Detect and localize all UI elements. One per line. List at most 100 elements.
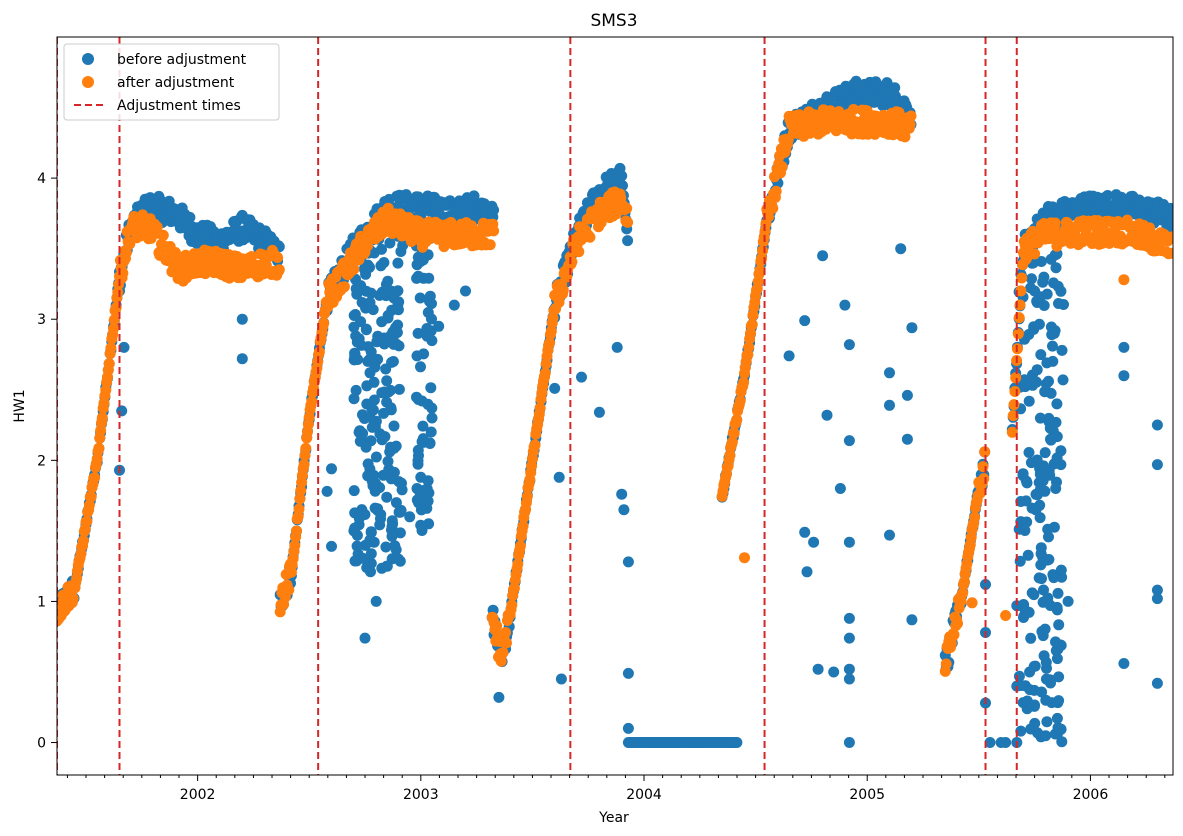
data-point <box>365 566 376 578</box>
data-point <box>1022 549 1034 561</box>
outlier-point <box>116 405 128 417</box>
data-point <box>978 473 990 485</box>
data-point <box>120 247 132 259</box>
data-point <box>1043 416 1055 428</box>
x-tick-label: 2002 <box>180 787 216 803</box>
data-point <box>491 620 503 632</box>
outlier-point <box>843 435 855 447</box>
data-point <box>1051 712 1063 724</box>
data-point <box>83 499 95 511</box>
outlier-point <box>1118 341 1130 353</box>
outlier-point <box>1011 600 1023 612</box>
data-point <box>89 472 101 484</box>
data-point <box>1045 433 1056 445</box>
outlier-point <box>118 341 130 353</box>
outlier-point <box>1151 419 1163 431</box>
outlier-point <box>843 663 855 675</box>
outlier-point <box>326 540 337 552</box>
data-point <box>905 110 917 122</box>
data-point <box>545 325 557 337</box>
data-point <box>348 310 360 321</box>
data-point <box>1051 452 1063 464</box>
data-point <box>1031 364 1043 376</box>
plot-area <box>57 37 1173 775</box>
data-point <box>506 599 518 611</box>
outlier-point <box>1051 398 1063 410</box>
data-point <box>1038 460 1049 472</box>
data-point <box>375 513 386 525</box>
outlier-point <box>1118 370 1130 382</box>
outlier-point <box>236 313 248 325</box>
outlier-point <box>1029 285 1041 297</box>
outlier-point <box>834 483 846 494</box>
data-point <box>108 323 119 335</box>
data-point <box>364 411 376 423</box>
data-point <box>386 530 398 542</box>
data-point <box>1053 619 1065 631</box>
data-point <box>1040 730 1052 742</box>
data-point <box>1013 670 1025 682</box>
x-axis-label: Year <box>598 810 629 826</box>
data-point <box>376 243 387 255</box>
data-point <box>1024 684 1036 696</box>
data-point <box>1165 247 1173 259</box>
outlier-point <box>576 371 587 383</box>
data-point <box>1023 395 1035 407</box>
data-point <box>820 123 832 135</box>
data-point <box>617 180 628 192</box>
outlier-point <box>843 536 855 548</box>
data-point <box>272 252 284 263</box>
data-point <box>85 491 97 503</box>
data-point <box>365 435 377 447</box>
outlier-point <box>1062 595 1074 607</box>
data-point <box>724 449 736 461</box>
data-point <box>584 231 596 243</box>
data-point <box>1029 248 1041 260</box>
data-point <box>1042 592 1054 604</box>
data-point <box>273 264 285 276</box>
data-point <box>350 384 362 396</box>
outlier-point <box>348 525 360 537</box>
data-point <box>501 637 512 649</box>
data-point <box>776 161 788 173</box>
data-point <box>378 407 390 419</box>
outlier-point <box>901 389 913 401</box>
legend-label: Adjustment times <box>117 98 241 114</box>
data-point <box>426 402 438 414</box>
data-point <box>1041 288 1053 300</box>
legend-label: before adjustment <box>117 52 247 68</box>
outlier-point <box>1151 584 1163 596</box>
data-point <box>376 434 388 446</box>
data-point <box>958 576 970 588</box>
data-point <box>157 229 169 241</box>
data-point <box>1056 736 1068 748</box>
outlier-point <box>980 579 991 590</box>
outlier-point <box>1151 459 1163 471</box>
data-point <box>260 259 272 271</box>
outlier-point <box>817 250 829 262</box>
data-point <box>380 541 392 553</box>
data-point <box>397 239 409 251</box>
outlier-point <box>381 560 393 572</box>
outlier-point <box>555 673 567 685</box>
data-point <box>394 527 406 539</box>
outlier-point <box>901 433 913 445</box>
data-point <box>1034 468 1046 480</box>
data-point <box>348 263 360 275</box>
y-axis-label: HW1 <box>12 389 28 422</box>
data-point <box>376 316 388 328</box>
data-point <box>392 298 404 310</box>
data-point <box>734 395 746 407</box>
data-point <box>421 483 433 495</box>
data-point <box>349 555 361 567</box>
data-point <box>940 658 952 670</box>
data-point <box>361 380 373 392</box>
data-point <box>423 272 435 284</box>
data-point <box>754 264 766 276</box>
data-point <box>1051 604 1063 616</box>
outlier-point <box>426 412 438 424</box>
data-point <box>566 256 578 268</box>
data-point <box>529 439 541 451</box>
data-point <box>390 440 402 452</box>
outlier-point <box>966 597 978 609</box>
